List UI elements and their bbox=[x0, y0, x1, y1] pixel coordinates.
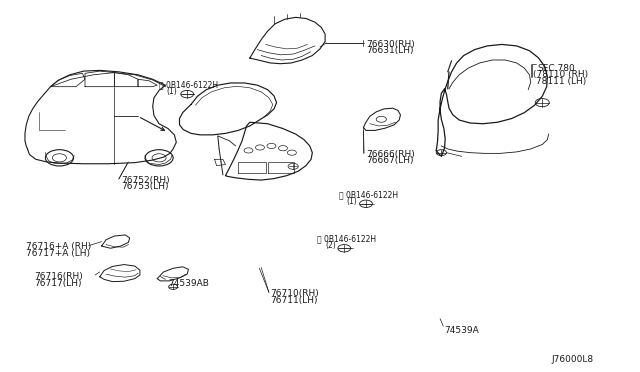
Text: 74539A: 74539A bbox=[445, 326, 479, 335]
Text: 76717(LH): 76717(LH) bbox=[34, 279, 81, 288]
Text: (2): (2) bbox=[325, 241, 336, 250]
Text: 76753(LH): 76753(LH) bbox=[121, 182, 168, 191]
Text: 76716+A (RH): 76716+A (RH) bbox=[26, 242, 92, 251]
Text: (78110 (RH): (78110 (RH) bbox=[532, 70, 588, 79]
Text: Ⓐ 0B146-6122H: Ⓐ 0B146-6122H bbox=[159, 81, 218, 90]
Text: 78111 (LH): 78111 (LH) bbox=[532, 77, 586, 86]
Text: SEC.780: SEC.780 bbox=[537, 64, 575, 73]
Text: 76667(LH): 76667(LH) bbox=[366, 156, 413, 165]
Text: 76710(RH): 76710(RH) bbox=[270, 289, 319, 298]
Text: 76631(LH): 76631(LH) bbox=[366, 46, 413, 55]
Text: 76717+A (LH): 76717+A (LH) bbox=[26, 249, 90, 258]
Text: 74539AB: 74539AB bbox=[168, 279, 209, 288]
Text: 76630(RH): 76630(RH) bbox=[366, 39, 415, 49]
Text: 76752(RH): 76752(RH) bbox=[121, 176, 170, 185]
Text: Ⓐ 0B146-6122H: Ⓐ 0B146-6122H bbox=[317, 235, 376, 244]
Text: 76711(LH): 76711(LH) bbox=[270, 296, 317, 305]
Text: (1): (1) bbox=[167, 87, 177, 96]
Text: 76666(RH): 76666(RH) bbox=[366, 150, 415, 159]
Text: (1): (1) bbox=[347, 197, 358, 206]
Text: 76716(RH): 76716(RH) bbox=[34, 272, 83, 281]
Text: Ⓐ 0B146-6122H: Ⓐ 0B146-6122H bbox=[339, 190, 398, 199]
Text: J76000L8: J76000L8 bbox=[551, 355, 593, 363]
